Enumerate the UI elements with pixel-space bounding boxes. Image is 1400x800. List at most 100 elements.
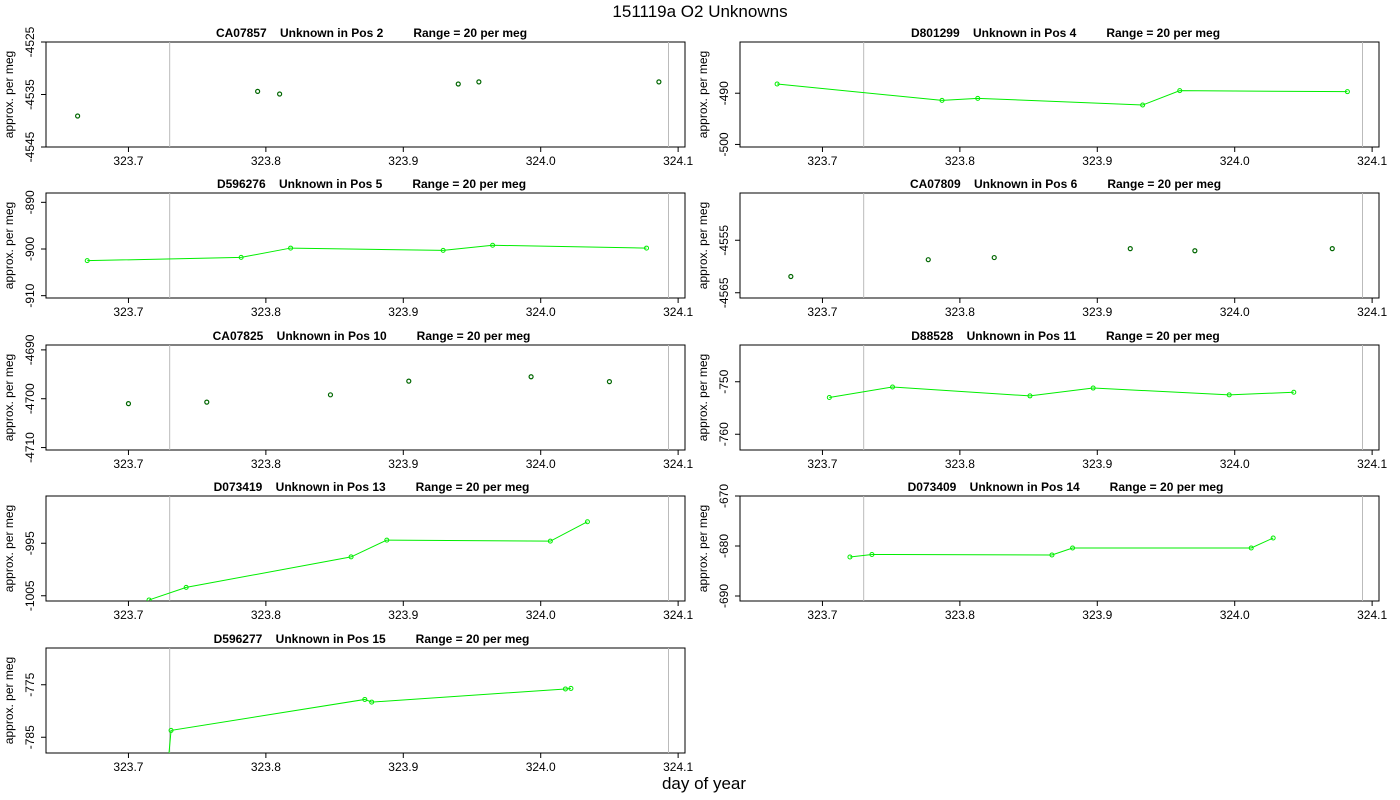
- panel-title: D88528 Unknown in Pos 11 Range = 20 per …: [911, 329, 1219, 343]
- panel-title: D073419 Unknown in Pos 13 Range = 20 per…: [214, 480, 530, 494]
- data-point: [774, 81, 780, 87]
- x-tick-label: 323.7: [113, 305, 143, 319]
- panel-6: D88528 Unknown in Pos 11 Range = 20 per …: [696, 329, 1387, 471]
- y-tick-label: -690: [717, 584, 731, 608]
- data-point: [1027, 393, 1033, 399]
- y-axis-label: approx. per meg: [2, 51, 16, 138]
- x-tick-label: 323.8: [945, 608, 975, 622]
- data-point: [656, 79, 662, 85]
- x-tick-label: 323.8: [251, 154, 281, 168]
- data-point: [369, 699, 375, 705]
- x-tick-label: 324.0: [1220, 457, 1250, 471]
- y-axis-label: approx. per meg: [2, 354, 16, 441]
- x-tick-label: 323.9: [1082, 305, 1112, 319]
- data-point: [490, 242, 496, 248]
- y-tick-label: -4690: [23, 334, 37, 365]
- x-tick-label: 323.8: [945, 154, 975, 168]
- panel-8: D073409 Unknown in Pos 14 Range = 20 per…: [696, 480, 1387, 622]
- plot-frame: [739, 344, 1380, 451]
- data-point: [1070, 545, 1076, 551]
- y-tick-label: -775: [23, 672, 37, 696]
- data-point: [1049, 552, 1055, 558]
- data-point: [1140, 102, 1146, 108]
- x-tick-label: 323.9: [1082, 457, 1112, 471]
- data-point: [384, 537, 390, 543]
- y-tick-label: -500: [717, 132, 731, 156]
- plot-frame: [45, 192, 686, 299]
- y-tick-label: -760: [717, 422, 731, 446]
- x-tick-label: 323.8: [251, 305, 281, 319]
- data-point: [406, 378, 412, 384]
- data-point: [183, 584, 189, 590]
- y-tick-label: -890: [23, 190, 37, 214]
- y-axis-label: approx. per meg: [2, 657, 16, 744]
- data-point: [1329, 246, 1335, 252]
- y-tick-label: -670: [717, 484, 731, 508]
- plot-frame: [739, 192, 1380, 299]
- panel-title: D596276 Unknown in Pos 5 Range = 20 per …: [217, 177, 526, 191]
- y-axis-label: approx. per meg: [696, 202, 710, 289]
- data-point: [1270, 535, 1276, 541]
- data-point: [925, 257, 931, 263]
- y-tick-label: -680: [717, 534, 731, 558]
- data-point: [568, 685, 574, 691]
- data-point: [168, 727, 174, 733]
- data-point: [869, 552, 875, 557]
- x-tick-label: 324.0: [526, 760, 556, 774]
- data-point: [991, 254, 997, 261]
- y-tick-label: -995: [23, 531, 37, 555]
- y-axis-label: approx. per meg: [2, 505, 16, 592]
- data-point: [562, 686, 568, 692]
- x-tick-label: 324.0: [1220, 305, 1250, 319]
- series-line: [148, 521, 588, 601]
- x-tick-label: 324.0: [1220, 154, 1250, 168]
- x-tick-label: 324.0: [526, 608, 556, 622]
- figure-title: 151119a O2 Unknowns: [612, 2, 788, 21]
- data-point: [327, 392, 334, 398]
- y-axis-label: approx. per meg: [696, 51, 710, 138]
- panel-2: D801299 Unknown in Pos 4 Range = 20 per …: [696, 26, 1387, 168]
- y-tick-label: -1005: [23, 580, 37, 611]
- y-tick-label: -750: [717, 369, 731, 393]
- data-point: [75, 113, 81, 119]
- plot-frame: [45, 344, 686, 451]
- data-point: [238, 254, 244, 260]
- data-point: [826, 395, 832, 400]
- y-tick-label: -4710: [23, 432, 37, 463]
- y-tick-label: -4555: [717, 225, 731, 256]
- x-tick-label: 323.7: [113, 154, 143, 168]
- y-tick-label: -4535: [23, 79, 37, 110]
- data-point: [606, 379, 613, 385]
- data-point: [1090, 385, 1096, 391]
- y-tick-label: -910: [23, 283, 37, 307]
- data-point: [890, 384, 896, 390]
- y-tick-label: -4545: [23, 131, 37, 162]
- x-tick-label: 323.8: [251, 608, 281, 622]
- x-tick-label: 323.7: [113, 608, 143, 622]
- x-tick-label: 324.1: [663, 457, 693, 471]
- x-tick-label: 324.1: [663, 760, 693, 774]
- data-point: [1177, 88, 1183, 94]
- x-tick-label: 323.8: [945, 305, 975, 319]
- data-point: [476, 79, 482, 85]
- data-point: [1192, 248, 1198, 254]
- x-tick-label: 323.9: [388, 608, 418, 622]
- plot-frame: [45, 41, 686, 148]
- panel-4: CA07809 Unknown in Pos 6 Range = 20 per …: [696, 177, 1387, 319]
- data-point: [204, 399, 210, 405]
- x-tick-label: 324.1: [1357, 154, 1387, 168]
- data-point: [277, 91, 283, 97]
- series-line: [829, 386, 1294, 398]
- x-tick-label: 324.1: [1357, 608, 1387, 622]
- plot-frame: [739, 41, 1380, 148]
- x-tick-label: 324.1: [1357, 305, 1387, 319]
- data-point: [1344, 89, 1350, 95]
- data-point: [847, 554, 853, 560]
- data-point: [1248, 545, 1254, 551]
- data-point: [547, 538, 553, 544]
- x-tick-label: 323.7: [807, 608, 837, 622]
- y-tick-label: -490: [717, 81, 731, 105]
- panel-9: D596277 Unknown in Pos 15 Range = 20 per…: [2, 632, 693, 774]
